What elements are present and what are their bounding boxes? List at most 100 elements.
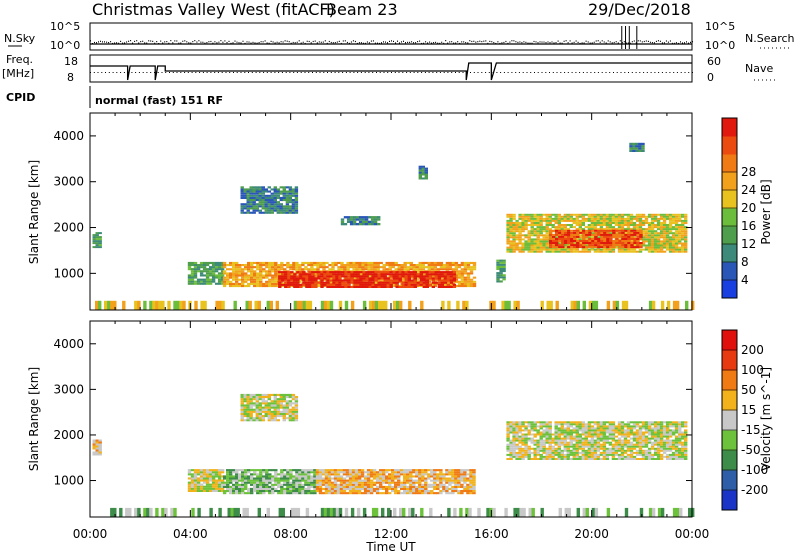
- nsky-point: [473, 40, 475, 42]
- power-cell-5: [629, 222, 634, 224]
- nsky-point: [166, 41, 168, 43]
- velocity-cell-2: [289, 483, 293, 486]
- velocity-cell-3: [403, 475, 407, 478]
- power-cell-2: [457, 276, 462, 279]
- power-cell-9: [424, 173, 428, 176]
- nsky-point: [226, 42, 228, 44]
- power-cell-2: [460, 261, 465, 264]
- velocity-cell-3: [354, 479, 359, 482]
- power-cell-11: [549, 300, 553, 310]
- power-cell-2: [436, 264, 441, 267]
- power-cell-3: [296, 275, 300, 278]
- nsky-point: [240, 42, 242, 44]
- power-cell-7: [246, 207, 250, 210]
- nsky-trace: [90, 26, 693, 49]
- power-cell-2: [433, 261, 437, 264]
- power-cell-6: [549, 242, 553, 244]
- power-cell-3: [278, 277, 282, 280]
- power-cell-11: [137, 300, 141, 310]
- power-cell-6: [549, 244, 553, 247]
- nsky-point: [517, 41, 519, 43]
- power-cell-5: [659, 222, 664, 224]
- power-cell-2: [352, 264, 356, 267]
- power-cell-6: [585, 242, 589, 244]
- nsky-point: [156, 41, 158, 43]
- velocity-cell-4: [548, 453, 552, 456]
- power-cell-3: [404, 283, 408, 286]
- power-cell-5: [560, 224, 564, 226]
- power-cell-3: [332, 279, 336, 282]
- power-cell-11: [685, 300, 689, 310]
- power-cell-7: [267, 199, 271, 202]
- velocity-cell-4: [551, 433, 555, 436]
- power-cell-5: [647, 238, 652, 241]
- velocity-cell-3: [345, 485, 350, 488]
- power-cell-5: [602, 215, 607, 218]
- velocity-cell-3: [351, 481, 356, 484]
- power-cell-2: [460, 268, 465, 271]
- velocity-cell-3: [372, 487, 377, 490]
- power-cell-3: [407, 271, 411, 274]
- power-cell-2: [247, 276, 251, 279]
- power-cell-2: [415, 278, 419, 281]
- velocity-cell-2: [304, 487, 308, 490]
- velocity-cell-3: [400, 471, 404, 474]
- velocity-cell-2: [268, 475, 272, 478]
- power-cell-6: [594, 244, 598, 247]
- power-cell-3: [320, 285, 324, 288]
- power-cell-8: [361, 220, 366, 223]
- power-cell-5: [602, 228, 607, 231]
- power-cell-8: [367, 216, 372, 219]
- power-cell-5: [611, 250, 616, 253]
- velocity-cell-1: [211, 473, 216, 476]
- power-cell-2: [250, 266, 254, 269]
- power-cell-3: [344, 285, 348, 288]
- velocity-cell-3: [351, 469, 356, 472]
- velocity-cell-1: [193, 477, 198, 480]
- power-cell-4: [496, 265, 500, 268]
- power-cell-3: [278, 271, 282, 274]
- power-cell-7: [255, 203, 259, 206]
- power-cell-2: [397, 268, 401, 271]
- velocity-cell-4: [518, 423, 522, 426]
- velocity-cell-2: [295, 477, 299, 480]
- power-cell-6: [561, 231, 565, 234]
- power-cell-2: [352, 268, 356, 271]
- power-cell-2: [222, 261, 227, 264]
- power-cell-1: [211, 274, 216, 277]
- nave-point: [157, 72, 159, 73]
- velocity-cell-2: [247, 471, 251, 474]
- power-cell-1: [196, 268, 201, 271]
- power-cell-5: [650, 228, 655, 231]
- power-cell-5: [557, 250, 561, 253]
- power-cell-2: [415, 270, 419, 273]
- power-cell-11: [621, 300, 626, 310]
- power-cell-0: [92, 234, 96, 237]
- power-cell-6: [582, 235, 586, 238]
- power-cell-6: [636, 246, 640, 249]
- power-cell-5: [653, 226, 658, 229]
- power-cell-0: [95, 232, 99, 235]
- power-cell-5: [545, 240, 549, 243]
- power-cell-3: [338, 273, 342, 276]
- velocity-cell-1: [196, 481, 201, 484]
- power-cell-2: [229, 268, 233, 271]
- power-cell-3: [404, 275, 408, 278]
- velocity-cell-3: [421, 487, 425, 490]
- nave-point: [165, 72, 167, 73]
- velocity-cell-3: [430, 471, 434, 474]
- power-cell-3: [398, 271, 402, 274]
- nsky-point: [567, 42, 569, 44]
- power-cell-3: [335, 285, 339, 288]
- power-cell-6: [588, 242, 592, 244]
- nsky-point: [639, 40, 641, 42]
- power-cell-7: [264, 196, 268, 199]
- freq-panel-frame: [89, 54, 693, 83]
- nave-point: [582, 72, 584, 73]
- velocity-cell-4: [551, 441, 555, 444]
- velocity-cell-2: [289, 475, 293, 478]
- velocity-cell-2: [313, 490, 317, 493]
- power-cell-5: [602, 250, 607, 253]
- velocity-cell-2: [313, 487, 317, 490]
- nave-point: [372, 72, 374, 73]
